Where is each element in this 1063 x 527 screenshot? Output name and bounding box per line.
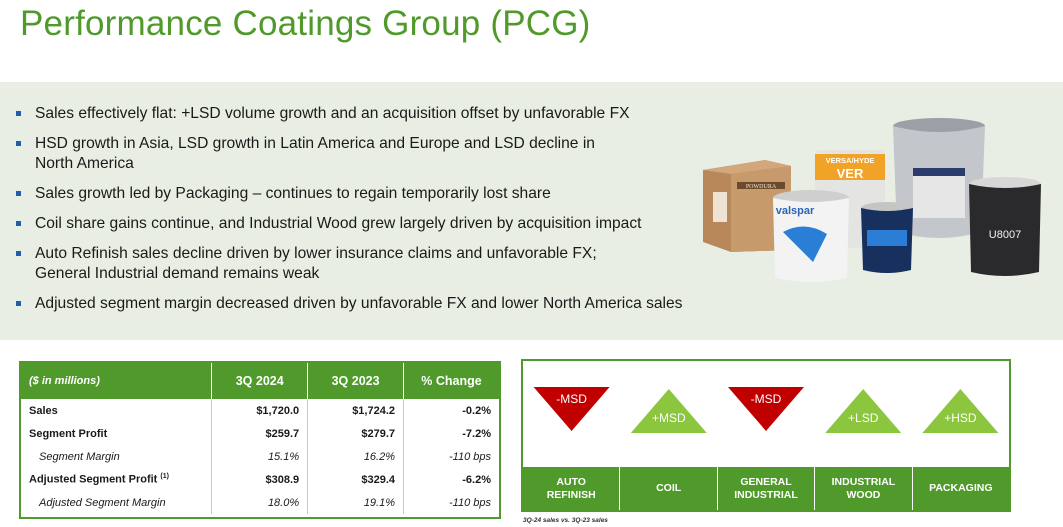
product-cans-image: POWDURA VERSA/HYDE VER U8007 valspar <box>703 118 1041 282</box>
footnote: 3Q-24 sales vs. 3Q-23 sales <box>523 517 608 524</box>
svg-text:VER: VER <box>837 166 864 181</box>
table-cell: $1,720.0 <box>211 399 309 422</box>
valspar-can-icon: valspar <box>773 190 849 282</box>
row-label: Adjusted Segment Profit (1) <box>21 468 213 491</box>
table-row: Sales $1,720.0 $1,724.2 -0.2% <box>21 399 499 422</box>
driver-change: -MSD <box>751 392 782 406</box>
down-triangle-icon <box>533 387 610 431</box>
table-row: Adjusted Segment Profit (1) $308.9 $329.4 -… <box>21 468 499 491</box>
driver-label: GENERAL INDUSTRIAL <box>718 467 816 510</box>
svg-text:U8007: U8007 <box>989 229 1021 241</box>
table-cell: -110 bps <box>449 450 491 463</box>
bullet-item: HSD growth in Asia, LSD growth in Latin … <box>14 134 635 173</box>
row-label: Sales <box>21 399 213 422</box>
table-row: Segment Margin 15.1% 16.2% -110 bps <box>21 445 499 468</box>
blue-can-icon <box>861 202 913 273</box>
page-title: Performance Coatings Group (PCG) <box>20 4 591 43</box>
driver-label: PACKAGING <box>929 482 993 494</box>
down-triangle-icon <box>728 387 804 431</box>
financial-table: ($ in millions) 3Q 2024 3Q 2023 % Change… <box>19 361 501 519</box>
table-cell: -7.2% <box>462 427 491 440</box>
table-cell: 15.1% <box>211 445 309 468</box>
column-header: % Change <box>403 363 499 399</box>
bullet-item: Sales effectively flat: +LSD volume grow… <box>14 104 714 124</box>
row-label: Adjusted Segment Margin <box>21 491 213 514</box>
column-header: 3Q 2024 <box>211 363 309 399</box>
driver-label: INDUSTRIAL WOOD <box>815 467 913 510</box>
driver-labels: AUTO REFINISH COIL GENERAL INDUSTRIAL INDUS… <box>523 467 1009 510</box>
driver-arrows: -MSD +MSD -MSD +LSD +HSD <box>533 387 999 433</box>
column-header: 3Q 2023 <box>307 363 405 399</box>
bullet-square-icon <box>16 190 21 196</box>
table-cell: -0.2% <box>462 404 491 417</box>
footnote-marker: (1) <box>160 473 169 481</box>
bullet-square-icon <box>16 141 21 147</box>
table-row: Segment Profit $259.7 $279.7 -7.2% <box>21 422 499 445</box>
driver-change: +HSD <box>944 411 977 425</box>
bucket-icon <box>893 118 985 238</box>
table-cell: 16.2% <box>307 445 405 468</box>
table-cell: $308.9 <box>211 468 309 491</box>
table-cell: $1,724.2 <box>307 399 405 422</box>
bullet-square-icon <box>16 300 21 306</box>
bullet-square-icon <box>16 250 21 256</box>
powdura-box-icon: POWDURA <box>703 160 791 252</box>
svg-text:VERSA/HYDE: VERSA/HYDE <box>826 156 875 165</box>
table-cell: $279.7 <box>307 422 405 445</box>
driver-change: -MSD <box>556 392 587 406</box>
bullet-square-icon <box>16 220 21 226</box>
driver-change: +MSD <box>652 411 686 425</box>
table-cell: -6.2% <box>462 473 491 486</box>
svg-text:valspar: valspar <box>776 205 815 217</box>
table-row: Adjusted Segment Margin 18.0% 19.1% -110 bp… <box>21 491 499 514</box>
column-header: ($ in millions) <box>21 363 213 399</box>
bullet-square-icon <box>16 111 21 116</box>
row-label: Segment Margin <box>21 445 213 468</box>
driver-label: COIL <box>620 467 718 510</box>
svg-text:POWDURA: POWDURA <box>746 184 777 190</box>
bullet-item: Coil share gains continue, and Industria… <box>14 214 714 234</box>
sales-drivers-panel: -MSD +MSD -MSD +LSD +HSD AUTO REFINISH COIL GE… <box>521 359 1011 512</box>
driver-label: AUTO REFINISH <box>523 467 621 510</box>
table-cell: 19.1% <box>307 491 405 514</box>
row-label: Segment Profit <box>21 422 213 445</box>
table-header-row: ($ in millions) 3Q 2024 3Q 2023 % Change <box>21 363 499 399</box>
bullet-item: Sales growth led by Packaging – continue… <box>14 184 714 204</box>
driver-change: +LSD <box>848 411 879 425</box>
up-triangle-icon <box>922 389 999 433</box>
up-triangle-icon <box>825 389 902 433</box>
bullet-item: Auto Refinish sales decline driven by lo… <box>14 244 645 283</box>
table-cell: 18.0% <box>211 491 309 514</box>
bullet-list: Sales effectively flat: +LSD volume grow… <box>14 104 714 324</box>
bullet-item: Adjusted segment margin decreased driven… <box>14 294 714 314</box>
black-can-icon: U8007 <box>969 177 1041 276</box>
table-cell: $259.7 <box>211 422 309 445</box>
up-triangle-icon <box>630 389 707 433</box>
table-cell: $329.4 <box>307 468 405 491</box>
table-cell: -110 bps <box>449 496 491 509</box>
